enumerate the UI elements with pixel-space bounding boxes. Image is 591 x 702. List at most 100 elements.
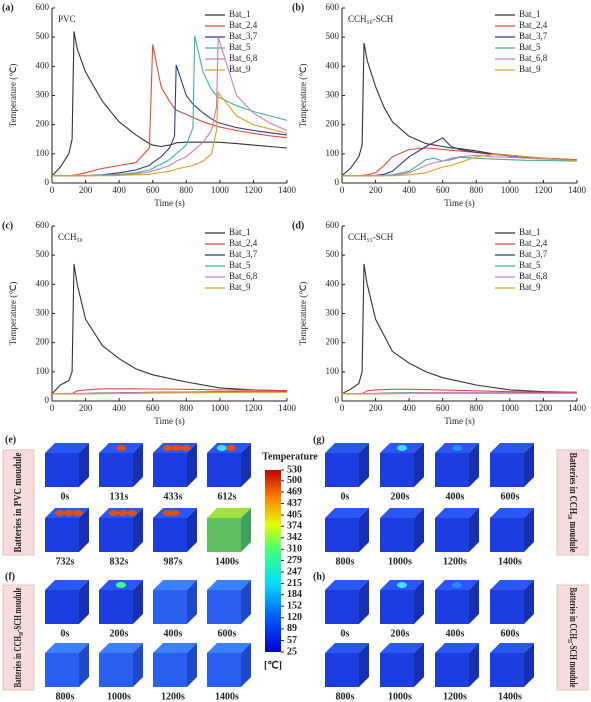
- y-tick-label: 0: [45, 395, 50, 405]
- x-tick-label: 200: [79, 403, 93, 413]
- battery-cube: [490, 443, 534, 487]
- cube-front: [325, 653, 359, 687]
- legend-label: Bat_2,4: [519, 238, 548, 248]
- battery-cube: [207, 643, 251, 687]
- cube-side: [524, 508, 534, 552]
- cube-side: [414, 508, 424, 552]
- legend-label: Bat_6,8: [229, 53, 258, 63]
- legend-label: Bat_5: [519, 260, 541, 270]
- legend-label: Bat_3,7: [519, 31, 548, 41]
- cube-top: [153, 643, 197, 653]
- battery-cube: [207, 508, 251, 552]
- cube-front: [99, 590, 133, 624]
- x-tick-label: 400: [402, 185, 416, 195]
- hot-spot: [170, 510, 180, 516]
- cube-side: [241, 643, 251, 687]
- cube-front: [325, 590, 359, 624]
- colorbar-tick-label: 25: [287, 646, 297, 657]
- cube-top: [45, 443, 89, 453]
- cube-side: [359, 443, 369, 487]
- x-tick-label: 0: [50, 403, 55, 413]
- legend-label: Bat_2,4: [519, 20, 548, 30]
- x-tick-label: 800: [180, 403, 194, 413]
- time-label: 600s: [501, 628, 520, 639]
- time-label: 800s: [336, 556, 355, 567]
- x-tick-label: 1200: [244, 403, 263, 413]
- x-tick-label: 0: [340, 403, 345, 413]
- battery-cube: [45, 443, 89, 487]
- hot-spot: [397, 582, 407, 588]
- hot-spot: [116, 582, 126, 588]
- legend-label: Bat_3,7: [229, 249, 258, 259]
- legend-label: Bat_2,4: [229, 238, 258, 248]
- y-tick-label: 500: [326, 249, 340, 259]
- colorbar-tick-label: 215: [287, 578, 302, 589]
- cube-front: [99, 518, 133, 552]
- colorbar-tick-label: 437: [287, 498, 302, 509]
- hot-spot: [171, 445, 182, 451]
- cube-side: [359, 508, 369, 552]
- cube-front: [153, 453, 187, 487]
- battery-cube: [435, 508, 479, 552]
- x-tick-label: 600: [146, 185, 160, 195]
- cube-side: [133, 643, 143, 687]
- cube-top: [325, 443, 369, 453]
- y-axis-label: Temperature (℃): [8, 64, 18, 128]
- time-label: 200s: [110, 628, 129, 639]
- cube-side: [187, 643, 197, 687]
- series-line: [52, 44, 288, 177]
- cube-front: [207, 518, 241, 552]
- battery-cube: [380, 443, 424, 487]
- cube-side: [469, 643, 479, 687]
- time-label: 1400s: [215, 556, 239, 567]
- panel-label: (g): [313, 434, 325, 445]
- battery-cube: [435, 643, 479, 687]
- battery-cube: [153, 443, 197, 487]
- hot-spot: [397, 445, 407, 451]
- cube-front: [153, 518, 187, 552]
- cube-front: [153, 590, 187, 624]
- hot-spot: [72, 510, 83, 516]
- colorbar-tick-label: 152: [287, 601, 302, 612]
- x-tick-label: 1200: [534, 403, 553, 413]
- legend-label: Bat_3,7: [229, 31, 258, 41]
- battery-cube: [435, 580, 479, 624]
- y-tick-label: 100: [326, 366, 340, 376]
- legend-label: Bat_1: [229, 9, 251, 19]
- cube-side: [469, 580, 479, 624]
- series-line: [341, 263, 578, 395]
- x-tick-label: 400: [112, 403, 126, 413]
- cube-front: [380, 653, 414, 687]
- time-label: 732s: [56, 556, 75, 567]
- hot-spot: [126, 510, 137, 516]
- time-label: 0s: [341, 628, 350, 639]
- y-tick-label: 600: [326, 2, 340, 12]
- cube-top: [490, 443, 534, 453]
- x-tick-label: 1200: [244, 185, 263, 195]
- cube-top: [325, 508, 369, 518]
- y-tick-label: 200: [36, 337, 50, 347]
- y-axis-label: Temperature (℃): [8, 282, 18, 346]
- y-tick-label: 200: [326, 337, 340, 347]
- hot-spot: [54, 510, 65, 516]
- time-label: 1400s: [498, 691, 522, 702]
- x-tick-label: 600: [436, 185, 450, 195]
- legend-label: Bat_9: [229, 282, 251, 292]
- time-label: 400s: [446, 491, 465, 502]
- cube-front: [99, 653, 133, 687]
- cube-side: [359, 580, 369, 624]
- y-tick-label: 100: [36, 148, 50, 158]
- cube-front: [99, 453, 133, 487]
- cube-top: [490, 580, 534, 590]
- legend-label: Bat_9: [229, 64, 251, 74]
- battery-cube: [490, 508, 534, 552]
- x-tick-label: 0: [340, 185, 345, 195]
- cube-side: [133, 580, 143, 624]
- hot-spot: [216, 445, 227, 451]
- y-tick-label: 100: [326, 148, 340, 158]
- y-tick-label: 600: [326, 220, 340, 230]
- y-tick-label: 300: [326, 90, 340, 100]
- battery-cube: [99, 643, 143, 687]
- x-axis-label: Time (s): [154, 416, 184, 426]
- cube-top: [207, 643, 251, 653]
